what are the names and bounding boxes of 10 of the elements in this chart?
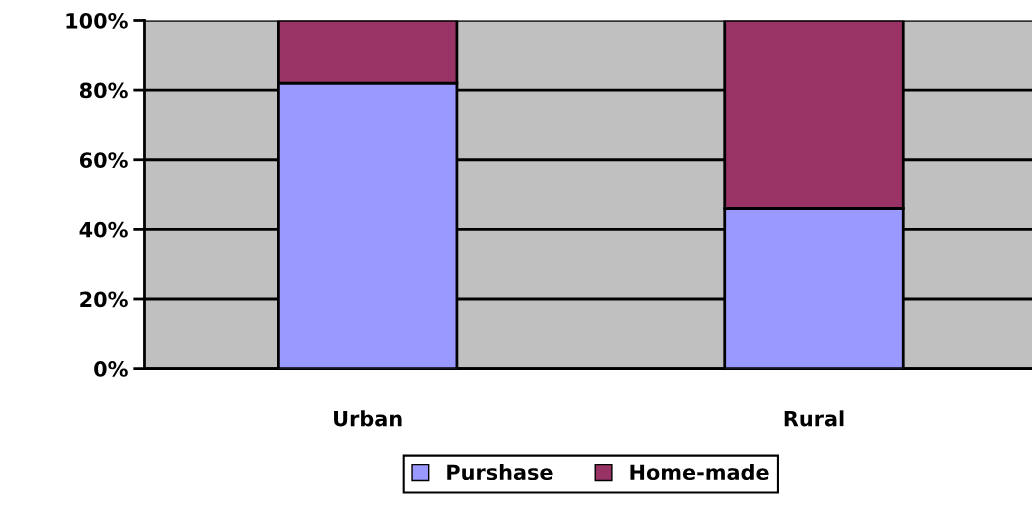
x-tick-label: Rural: [784, 410, 844, 427]
legend-label: Purshase: [447, 463, 553, 481]
legend-label: Home-made: [630, 463, 769, 481]
y-tick-label: 60%: [79, 152, 128, 168]
y-tick-label: 40%: [79, 221, 128, 238]
x-tick-label: Urban: [334, 410, 402, 427]
y-tick-label: 80%: [79, 82, 128, 99]
y-tick-label: 100%: [66, 12, 128, 29]
y-tick-label: 0%: [94, 361, 128, 377]
y-tick-label: 20%: [80, 291, 128, 308]
